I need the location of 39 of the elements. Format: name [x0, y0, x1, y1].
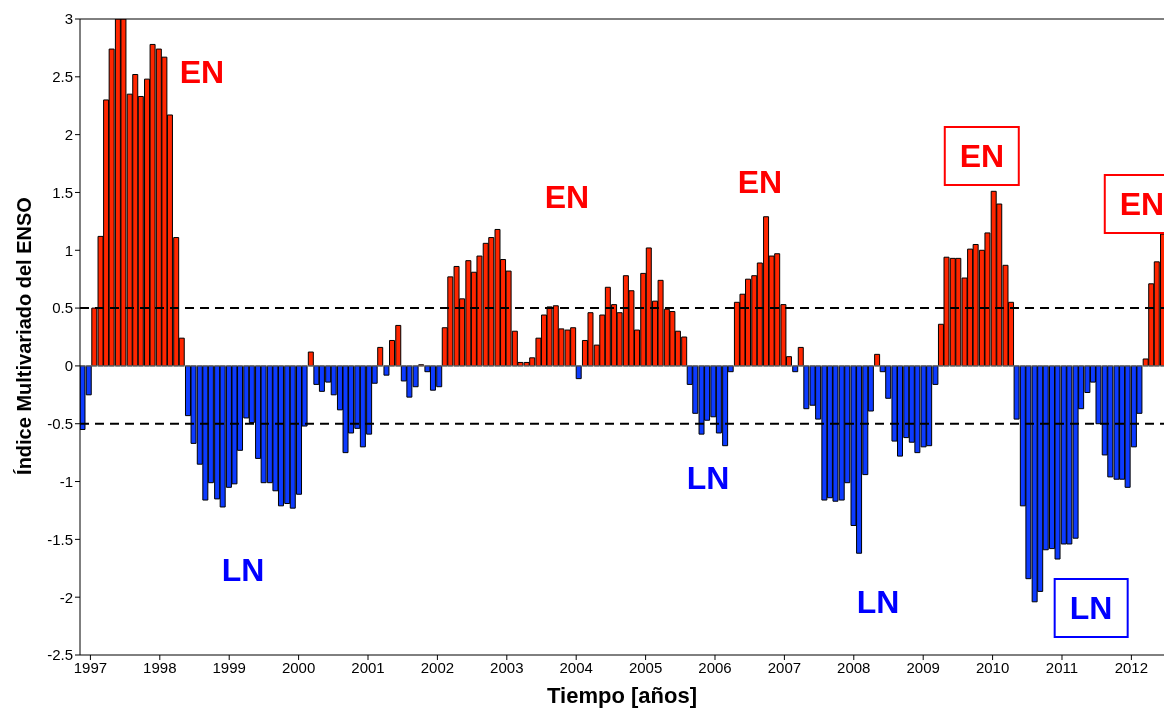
x-tick-label: 2002 — [420, 658, 455, 676]
x-tick-label: 2010 — [975, 658, 1010, 676]
x-tick-label: 2001 — [351, 658, 385, 676]
y-tick-label: -1.5 — [47, 530, 73, 548]
annotation: LN — [221, 552, 265, 588]
x-tick-label: 2007 — [767, 658, 802, 676]
y-tick-label: -0.5 — [47, 415, 73, 433]
y-tick-label: 3 — [64, 10, 73, 28]
y-tick-label: 1 — [64, 241, 73, 259]
x-tick-label: 2006 — [698, 658, 732, 676]
x-tick-label: 1998 — [143, 658, 177, 676]
y-tick-label: 2.5 — [52, 68, 73, 86]
y-tick-label: -2 — [59, 588, 73, 606]
annotation: EN — [1103, 174, 1164, 234]
x-axis-title: Tiempo [años] — [546, 683, 698, 709]
x-tick-label: 2000 — [281, 658, 316, 676]
x-tick-label: 2009 — [906, 658, 940, 676]
y-tick-label: 2 — [64, 125, 73, 143]
x-tick-label: 2003 — [490, 658, 524, 676]
x-tick-label: 1999 — [212, 658, 246, 676]
y-tick-label: -2.5 — [47, 646, 73, 664]
annotation: EN — [943, 126, 1021, 186]
annotation: LN — [686, 460, 730, 496]
x-tick-label: 2011 — [1045, 658, 1079, 676]
y-tick-label: 1.5 — [52, 183, 73, 201]
y-tick-label: 0 — [64, 357, 73, 375]
x-tick-label: 2012 — [1114, 658, 1149, 676]
annotation: LN — [1053, 578, 1129, 638]
annotation: EN — [179, 54, 225, 90]
annotation: LN — [856, 584, 900, 620]
x-tick-label: 1997 — [73, 658, 108, 676]
x-tick-label: 2004 — [559, 658, 593, 676]
y-tick-label: -1 — [59, 472, 73, 490]
x-tick-label: 2005 — [628, 658, 663, 676]
x-tick-label: 2008 — [837, 658, 871, 676]
y-tick-label: 0.5 — [52, 299, 73, 317]
annotation: EN — [737, 164, 783, 200]
y-axis-title: Índice Multivariado del ENSO — [12, 196, 36, 477]
annotation: EN — [544, 179, 590, 215]
